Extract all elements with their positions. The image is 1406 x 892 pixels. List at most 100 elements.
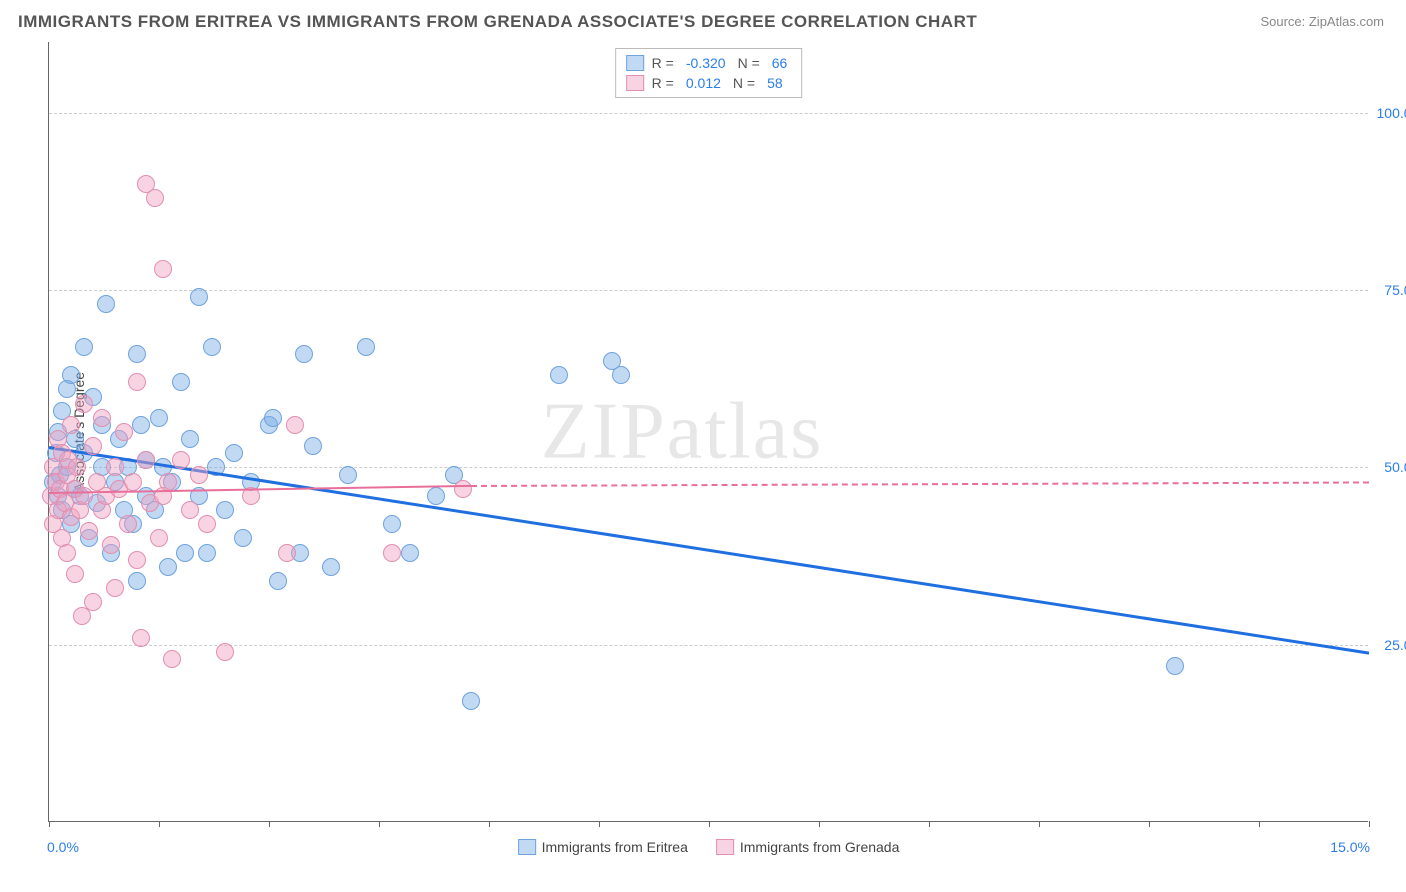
n-label: N =: [738, 55, 760, 71]
x-tick: [709, 821, 710, 827]
point-eritrea: [181, 430, 199, 448]
point-grenada: [128, 373, 146, 391]
point-eritrea: [462, 692, 480, 710]
point-grenada: [154, 260, 172, 278]
y-tick-label: 25.0%: [1384, 637, 1406, 653]
point-eritrea: [401, 544, 419, 562]
r-label: R =: [652, 75, 674, 91]
point-grenada: [150, 529, 168, 547]
point-grenada: [106, 458, 124, 476]
point-eritrea: [190, 288, 208, 306]
swatch-grenada: [626, 75, 644, 91]
point-grenada: [115, 423, 133, 441]
point-eritrea: [132, 416, 150, 434]
swatch-grenada-icon: [716, 839, 734, 855]
y-tick-label: 75.0%: [1384, 282, 1406, 298]
source-label: Source: ZipAtlas.com: [1260, 14, 1384, 29]
plot-area: Associate's Degree ZIPatlas R = -0.320 N…: [48, 42, 1368, 822]
n-label: N =: [733, 75, 755, 91]
point-eritrea: [339, 466, 357, 484]
point-grenada: [454, 480, 472, 498]
point-grenada: [68, 458, 86, 476]
point-eritrea: [159, 558, 177, 576]
point-eritrea: [97, 295, 115, 313]
r-value-grenada: 0.012: [682, 75, 725, 91]
point-eritrea: [322, 558, 340, 576]
point-eritrea: [128, 345, 146, 363]
trendline-grenada-dashed: [471, 482, 1369, 488]
point-eritrea: [383, 515, 401, 533]
gridline: [49, 467, 1368, 468]
legend-top: R = -0.320 N = 66 R = 0.012 N = 58: [615, 48, 803, 98]
trendline-eritrea: [49, 446, 1369, 654]
point-grenada: [102, 536, 120, 554]
point-grenada: [159, 473, 177, 491]
point-grenada: [66, 565, 84, 583]
x-tick: [159, 821, 160, 827]
point-grenada: [75, 395, 93, 413]
x-tick: [1369, 821, 1370, 827]
point-grenada: [190, 466, 208, 484]
x-tick: [599, 821, 600, 827]
legend-row-eritrea: R = -0.320 N = 66: [626, 53, 792, 73]
x-tick: [929, 821, 930, 827]
legend-label-eritrea: Immigrants from Eritrea: [542, 839, 688, 855]
point-grenada: [84, 437, 102, 455]
point-eritrea: [203, 338, 221, 356]
legend-label-grenada: Immigrants from Grenada: [740, 839, 900, 855]
point-eritrea: [225, 444, 243, 462]
point-eritrea: [176, 544, 194, 562]
gridline: [49, 290, 1368, 291]
point-grenada: [216, 643, 234, 661]
point-grenada: [106, 579, 124, 597]
point-eritrea: [150, 409, 168, 427]
point-grenada: [93, 409, 111, 427]
legend-item-eritrea: Immigrants from Eritrea: [518, 839, 688, 855]
point-eritrea: [357, 338, 375, 356]
point-grenada: [128, 551, 146, 569]
y-tick-label: 50.0%: [1384, 459, 1406, 475]
n-value-grenada: 58: [763, 75, 787, 91]
point-grenada: [84, 593, 102, 611]
point-eritrea: [172, 373, 190, 391]
watermark: ZIPatlas: [541, 386, 824, 477]
point-eritrea: [62, 366, 80, 384]
point-eritrea: [234, 529, 252, 547]
point-grenada: [172, 451, 190, 469]
point-grenada: [80, 522, 98, 540]
point-eritrea: [427, 487, 445, 505]
point-eritrea: [128, 572, 146, 590]
point-eritrea: [612, 366, 630, 384]
n-value-eritrea: 66: [768, 55, 792, 71]
y-tick-label: 100.0%: [1377, 105, 1406, 121]
gridline: [49, 113, 1368, 114]
point-eritrea: [198, 544, 216, 562]
x-axis-min-label: 0.0%: [47, 839, 79, 855]
r-value-eritrea: -0.320: [682, 55, 730, 71]
x-tick: [1149, 821, 1150, 827]
point-grenada: [62, 416, 80, 434]
x-tick: [379, 821, 380, 827]
gridline: [49, 645, 1368, 646]
point-grenada: [181, 501, 199, 519]
point-grenada: [132, 629, 150, 647]
point-grenada: [198, 515, 216, 533]
point-grenada: [163, 650, 181, 668]
point-grenada: [383, 544, 401, 562]
point-grenada: [124, 473, 142, 491]
point-grenada: [119, 515, 137, 533]
point-eritrea: [264, 409, 282, 427]
x-tick: [489, 821, 490, 827]
chart-title: IMMIGRANTS FROM ERITREA VS IMMIGRANTS FR…: [18, 12, 977, 32]
x-tick: [819, 821, 820, 827]
x-tick: [49, 821, 50, 827]
swatch-eritrea: [626, 55, 644, 71]
x-axis-max-label: 15.0%: [1330, 839, 1370, 855]
point-grenada: [278, 544, 296, 562]
point-grenada: [146, 189, 164, 207]
point-eritrea: [550, 366, 568, 384]
point-grenada: [58, 544, 76, 562]
legend-bottom: Immigrants from Eritrea Immigrants from …: [518, 839, 900, 855]
point-eritrea: [304, 437, 322, 455]
x-tick: [269, 821, 270, 827]
